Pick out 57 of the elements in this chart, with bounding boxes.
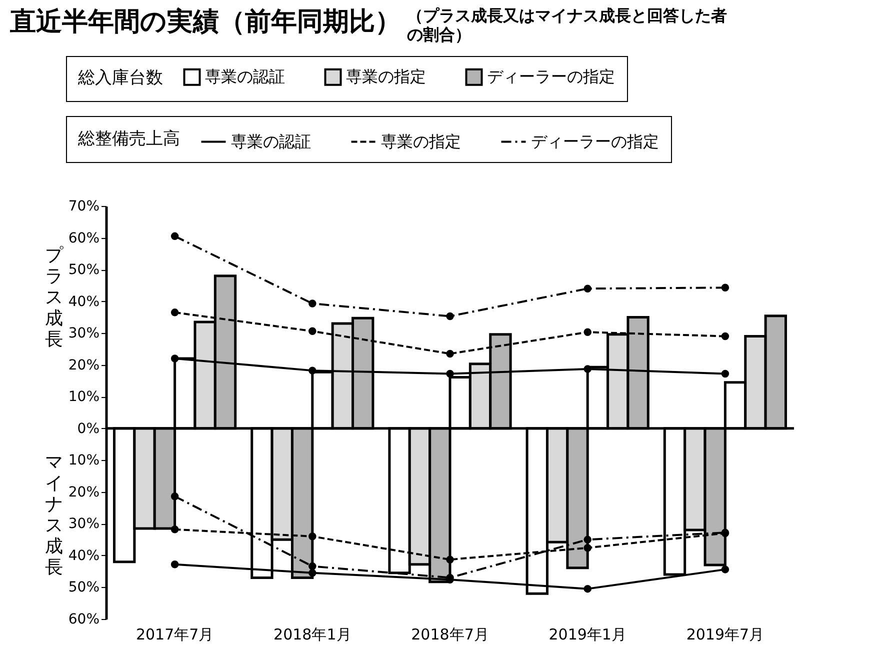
y-tick-label: 10% bbox=[68, 452, 100, 469]
x-tick-label: 2019年7月 bbox=[686, 626, 764, 644]
point bbox=[446, 370, 454, 378]
y-tick-label: 50% bbox=[68, 580, 100, 596]
point bbox=[721, 284, 730, 292]
point bbox=[446, 312, 454, 320]
point bbox=[170, 492, 179, 500]
legend-label: ディーラーの指定 bbox=[531, 132, 659, 151]
y-tick-label: 20% bbox=[68, 484, 100, 500]
point bbox=[721, 566, 730, 574]
chart-title: 直近半年間の実績（前年同期比） bbox=[10, 6, 401, 39]
x-tick-label: 2018年1月 bbox=[274, 626, 352, 644]
point bbox=[170, 354, 179, 362]
point bbox=[170, 308, 179, 316]
point bbox=[584, 584, 592, 593]
side-caption-lower: マイナス成長 bbox=[44, 452, 64, 578]
point bbox=[170, 526, 179, 534]
y-tick-label: 50% bbox=[68, 262, 100, 278]
side-caption-upper: プラス成長 bbox=[44, 245, 64, 350]
legend-label: ディーラーの指定 bbox=[487, 67, 615, 86]
legend-label: 専業の認証 bbox=[205, 67, 285, 86]
y-tick-label: 20% bbox=[68, 357, 100, 374]
point bbox=[308, 532, 316, 540]
point bbox=[584, 536, 592, 544]
chart-subtitle: （プラス成長又はマイナス成長と回答した者の割合） bbox=[407, 6, 728, 44]
x-tick-label: 2017年7月 bbox=[136, 626, 214, 644]
y-tick-label: 40% bbox=[68, 548, 100, 564]
y-tick-label: 60% bbox=[68, 230, 100, 246]
y-tick-label: 60% bbox=[68, 612, 100, 628]
point bbox=[584, 328, 592, 336]
y-tick-label: 30% bbox=[68, 326, 100, 342]
text: 総入庫台数 bbox=[77, 68, 163, 88]
legend-label: 専業の認証 bbox=[231, 132, 311, 151]
point bbox=[446, 350, 454, 358]
point bbox=[308, 569, 316, 577]
legend-label: 専業の指定 bbox=[346, 67, 426, 86]
point bbox=[721, 332, 730, 340]
y-tick-label: 30% bbox=[68, 516, 100, 532]
legend-label: 専業の指定 bbox=[381, 132, 461, 151]
point bbox=[584, 544, 592, 552]
point bbox=[446, 556, 454, 564]
x-tick-label: 2018年7月 bbox=[411, 626, 489, 644]
x-tick-label: 2019年1月 bbox=[548, 626, 626, 644]
y-tick-label: 70% bbox=[68, 198, 100, 214]
point bbox=[170, 232, 179, 240]
point bbox=[308, 327, 316, 336]
text: 総整備売上高 bbox=[77, 129, 180, 149]
point bbox=[170, 560, 179, 568]
point bbox=[308, 366, 316, 374]
y-tick-label: 10% bbox=[68, 389, 100, 406]
point bbox=[721, 370, 730, 378]
y-tick-label: 0% bbox=[77, 420, 100, 437]
point bbox=[584, 284, 592, 292]
point bbox=[584, 365, 592, 373]
y-tick-label: 40% bbox=[68, 294, 100, 310]
point bbox=[308, 300, 316, 308]
point bbox=[308, 562, 316, 570]
